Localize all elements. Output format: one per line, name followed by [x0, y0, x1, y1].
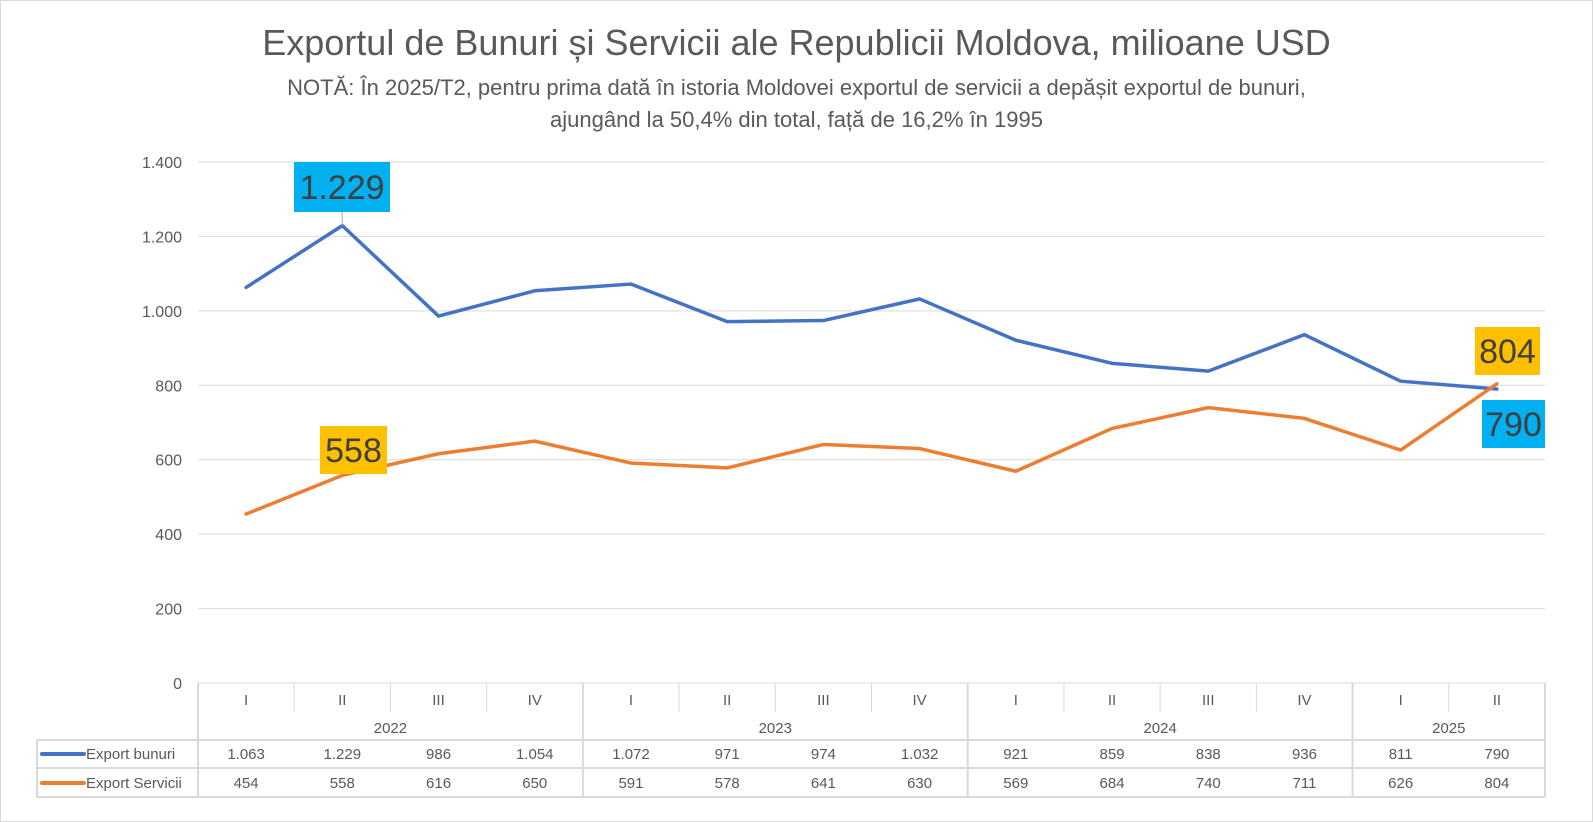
table-cell: 591 [618, 775, 643, 792]
year-label: 2025 [1432, 720, 1465, 737]
y-tick-label: 400 [155, 527, 182, 544]
table-cell: 740 [1196, 775, 1221, 792]
subtitle-line: ajungând la 50,4% din total, față de 16,… [550, 107, 1043, 132]
table-cell: 641 [811, 775, 836, 792]
quarter-label: III [1202, 692, 1215, 709]
quarter-label: I [1014, 692, 1018, 709]
year-label: 2023 [759, 720, 792, 737]
data-label: 558 [325, 432, 382, 470]
table-cell: 838 [1196, 746, 1221, 763]
table-cell: 558 [330, 775, 355, 792]
y-tick-label: 600 [155, 453, 182, 470]
y-tick-label: 1.200 [142, 229, 182, 246]
table-cell: 971 [715, 746, 740, 763]
table-cell: 454 [234, 775, 259, 792]
quarter-label: I [244, 692, 248, 709]
table-cell: 578 [715, 775, 740, 792]
quarter-label: IV [913, 692, 927, 709]
y-tick-label: 200 [155, 602, 182, 619]
data-label-box [1475, 327, 1540, 375]
table-cell: 1.063 [227, 746, 265, 763]
quarter-label: III [817, 692, 830, 709]
table-cell: 1.072 [612, 746, 650, 763]
quarter-label: IV [528, 692, 542, 709]
table-cell: 804 [1484, 775, 1509, 792]
quarter-label: II [338, 692, 346, 709]
chart-subtitle: NOTĂ: În 2025/T2, pentru prima dată în i… [0, 72, 1593, 136]
y-tick-label: 1.400 [142, 155, 182, 172]
quarter-label: IV [1297, 692, 1311, 709]
data-label: 804 [1479, 333, 1536, 371]
table-cell: 1.229 [324, 746, 362, 763]
year-label: 2022 [374, 720, 407, 737]
series-line [244, 223, 1499, 391]
table-cell: 1.032 [901, 746, 939, 763]
table-cell: 711 [1293, 775, 1317, 792]
table-cell: 936 [1292, 746, 1317, 763]
subtitle-line: NOTĂ: În 2025/T2, pentru prima dată în i… [287, 75, 1306, 100]
table-cell: 684 [1100, 775, 1125, 792]
data-label-box [320, 426, 387, 474]
y-tick-label: 1.000 [142, 304, 182, 321]
quarter-label: I [629, 692, 633, 709]
table-cell: 790 [1484, 746, 1509, 763]
table-cell: 859 [1100, 746, 1125, 763]
table-cell: 626 [1388, 775, 1413, 792]
legend-label: Export Servicii [86, 775, 182, 792]
legend-label: Export bunuri [86, 746, 175, 763]
quarter-label: II [1493, 692, 1501, 709]
quarter-label: III [432, 692, 445, 709]
quarter-label: I [1399, 692, 1403, 709]
table-cell: 569 [1003, 775, 1028, 792]
table-cell: 811 [1389, 746, 1413, 763]
year-label: 2024 [1143, 720, 1176, 737]
series-line [244, 382, 1499, 516]
table-cell: 921 [1003, 746, 1028, 763]
table-cell: 986 [426, 746, 451, 763]
table-cell: 974 [811, 746, 836, 763]
table-cell: 1.054 [516, 746, 554, 763]
table-cell: 630 [907, 775, 932, 792]
table-cell: 650 [522, 775, 547, 792]
y-tick-label: 800 [155, 378, 182, 395]
data-label-box [1482, 400, 1545, 448]
data-label-box [294, 162, 390, 212]
data-label: 1.229 [299, 169, 384, 207]
quarter-label: II [1108, 692, 1116, 709]
y-tick-label: 0 [173, 676, 182, 693]
data-label: 790 [1485, 406, 1542, 444]
quarter-label: II [723, 692, 731, 709]
chart-title: Exportul de Bunuri și Servicii ale Repub… [262, 22, 1331, 63]
table-cell: 616 [426, 775, 451, 792]
